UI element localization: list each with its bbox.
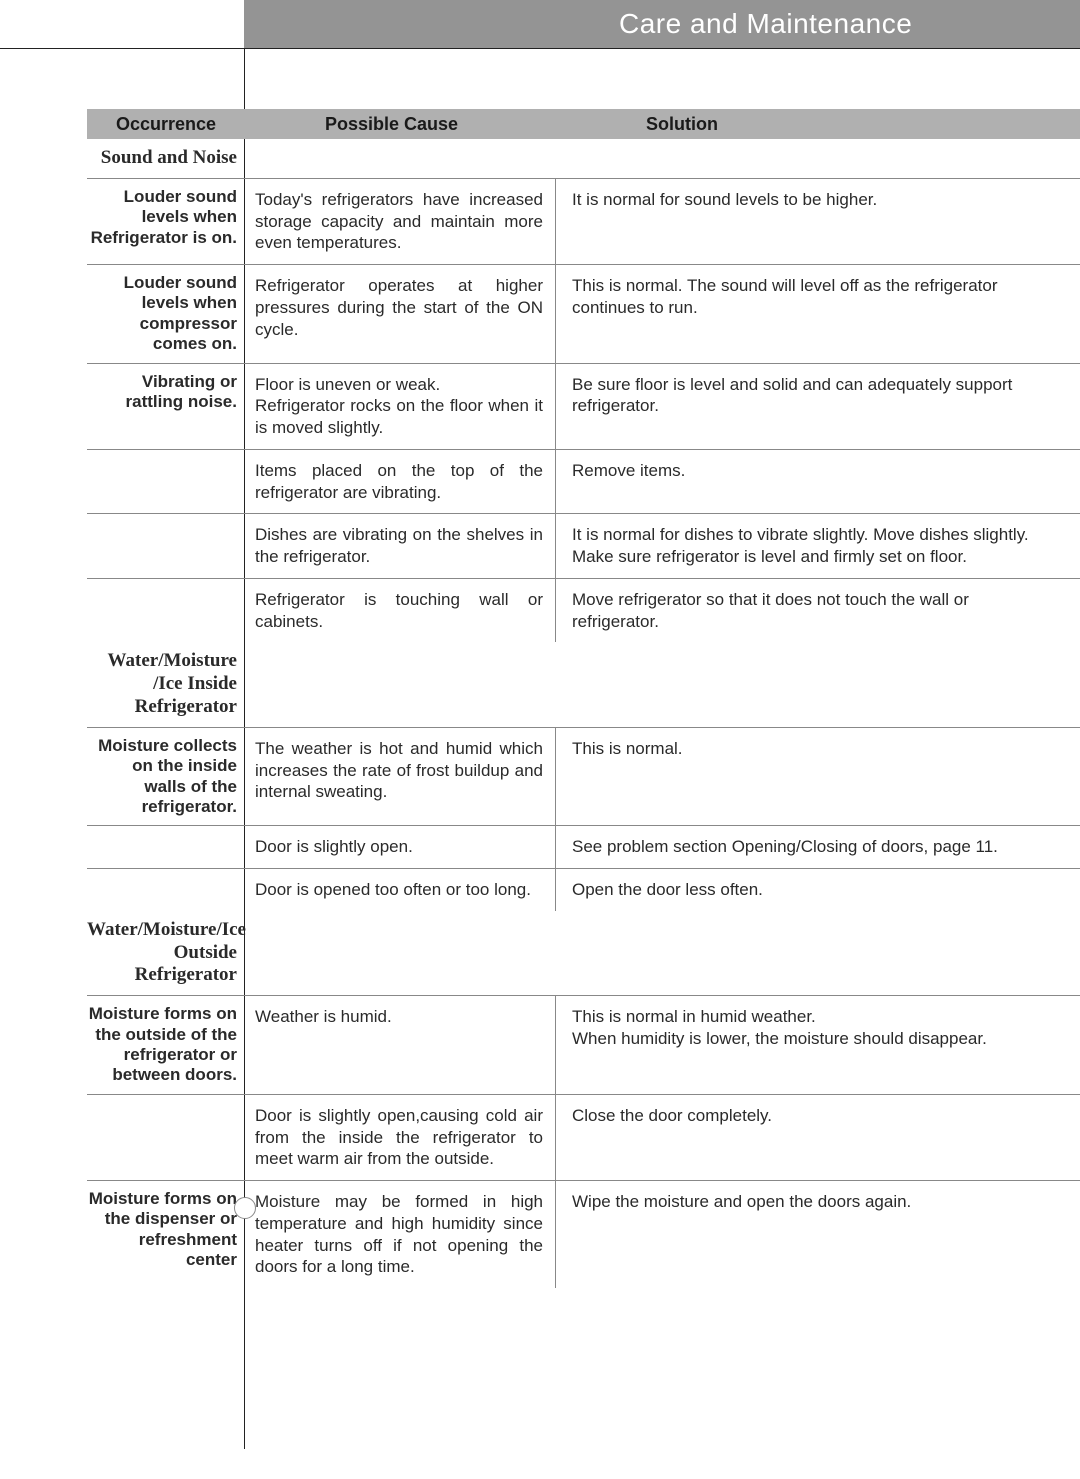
page-number-circle bbox=[234, 1197, 256, 1219]
occurrence-label: Louder sound levels when compressor come… bbox=[87, 265, 245, 363]
occurrence-label: Moisture forms on the outside of the ref… bbox=[87, 996, 245, 1094]
solution: Close the door completely. bbox=[556, 1095, 1080, 1180]
banner: Care and Maintenance bbox=[0, 0, 1080, 48]
section-heading: Water/Moisture /Ice Inside Refrigerator bbox=[87, 642, 245, 726]
solution bbox=[556, 139, 1080, 178]
occurrence-label: Louder sound levels when Refrigerator is… bbox=[87, 179, 245, 264]
table-row: Refrigerator is touching wall or cabinet… bbox=[87, 578, 1080, 643]
table-row: Moisture collects on the inside walls of… bbox=[87, 727, 1080, 826]
possible-cause: Refrigerator operates at higher pressure… bbox=[245, 265, 556, 363]
section-heading: Water/Moisture/Ice Outside Refrigerator bbox=[87, 911, 245, 995]
possible-cause: Weather is humid. bbox=[245, 996, 556, 1094]
solution: Move refrigerator so that it does not to… bbox=[556, 579, 1080, 643]
table-row: Moisture forms on the dispenser or refre… bbox=[87, 1180, 1080, 1288]
table-row: Louder sound levels when Refrigerator is… bbox=[87, 178, 1080, 264]
possible-cause: Today's refrigerators have increased sto… bbox=[245, 179, 556, 264]
table-row: Dishes are vibrating on the shelves in t… bbox=[87, 513, 1080, 578]
occurrence-label bbox=[87, 869, 245, 911]
occurrence-label bbox=[87, 579, 245, 643]
possible-cause: Door is slightly open,causing cold air f… bbox=[245, 1095, 556, 1180]
possible-cause bbox=[245, 911, 556, 995]
solution: This is normal. bbox=[556, 728, 1080, 826]
table-row: Door is slightly open,causing cold air f… bbox=[87, 1094, 1080, 1180]
solution bbox=[556, 642, 1080, 726]
occurrence-label: Vibrating or rattling noise. bbox=[87, 364, 245, 449]
occurrence-label: Moisture forms on the dispenser or refre… bbox=[87, 1181, 245, 1288]
table-row: Water/Moisture /Ice Inside Refrigerator bbox=[87, 642, 1080, 726]
content-column: Occurrence Possible Cause Solution Sound… bbox=[244, 49, 1080, 1449]
table-row: Moisture forms on the outside of the ref… bbox=[87, 995, 1080, 1094]
possible-cause: Items placed on the top of the refrigera… bbox=[245, 450, 556, 514]
table-row: Louder sound levels when compressor come… bbox=[87, 264, 1080, 363]
col-solution: Solution bbox=[556, 114, 1080, 135]
col-cause: Possible Cause bbox=[245, 114, 556, 135]
possible-cause: Refrigerator is touching wall or cabinet… bbox=[245, 579, 556, 643]
table-row: Water/Moisture/Ice Outside Refrigerator bbox=[87, 911, 1080, 995]
solution: This is normal in humid weather. When hu… bbox=[556, 996, 1080, 1094]
section-heading: Sound and Noise bbox=[87, 139, 245, 178]
solution: Wipe the moisture and open the doors aga… bbox=[556, 1181, 1080, 1288]
table-row: Door is opened too often or too long.Ope… bbox=[87, 868, 1080, 911]
solution: It is normal for sound levels to be high… bbox=[556, 179, 1080, 264]
banner-right: Care and Maintenance bbox=[244, 0, 1080, 48]
table-row: Vibrating or rattling noise.Floor is une… bbox=[87, 363, 1080, 449]
occurrence-label bbox=[87, 826, 245, 868]
solution: It is normal for dishes to vibrate sligh… bbox=[556, 514, 1080, 578]
col-occurrence: Occurrence bbox=[87, 114, 245, 135]
possible-cause: Moisture may be formed in high temperatu… bbox=[245, 1181, 556, 1288]
body: Occurrence Possible Cause Solution Sound… bbox=[0, 49, 1080, 1449]
solution: Be sure floor is level and solid and can… bbox=[556, 364, 1080, 449]
solution: Remove items. bbox=[556, 450, 1080, 514]
possible-cause: Floor is uneven or weak. Refrigerator ro… bbox=[245, 364, 556, 449]
occurrence-label bbox=[87, 1095, 245, 1180]
occurrence-label bbox=[87, 514, 245, 578]
solution: Open the door less often. bbox=[556, 869, 1080, 911]
solution: This is normal. The sound will level off… bbox=[556, 265, 1080, 363]
banner-left-spacer bbox=[0, 0, 244, 48]
troubleshooting-grid: Sound and NoiseLouder sound levels when … bbox=[87, 139, 1080, 1288]
possible-cause: Door is slightly open. bbox=[245, 826, 556, 868]
possible-cause bbox=[245, 642, 556, 726]
possible-cause: The weather is hot and humid which incre… bbox=[245, 728, 556, 826]
solution bbox=[556, 911, 1080, 995]
occurrence-label: Moisture collects on the inside walls of… bbox=[87, 728, 245, 826]
possible-cause: Door is opened too often or too long. bbox=[245, 869, 556, 911]
column-header: Occurrence Possible Cause Solution bbox=[87, 109, 1080, 139]
solution: See problem section Opening/Closing of d… bbox=[556, 826, 1080, 868]
occurrence-label bbox=[87, 450, 245, 514]
top-gap bbox=[245, 49, 1080, 109]
possible-cause bbox=[245, 139, 556, 178]
table-row: Items placed on the top of the refrigera… bbox=[87, 449, 1080, 514]
table-row: Sound and Noise bbox=[87, 139, 1080, 178]
page: Care and Maintenance Occurrence Possible… bbox=[0, 0, 1080, 1449]
table-row: Door is slightly open.See problem sectio… bbox=[87, 825, 1080, 868]
possible-cause: Dishes are vibrating on the shelves in t… bbox=[245, 514, 556, 578]
page-title: Care and Maintenance bbox=[619, 8, 912, 40]
